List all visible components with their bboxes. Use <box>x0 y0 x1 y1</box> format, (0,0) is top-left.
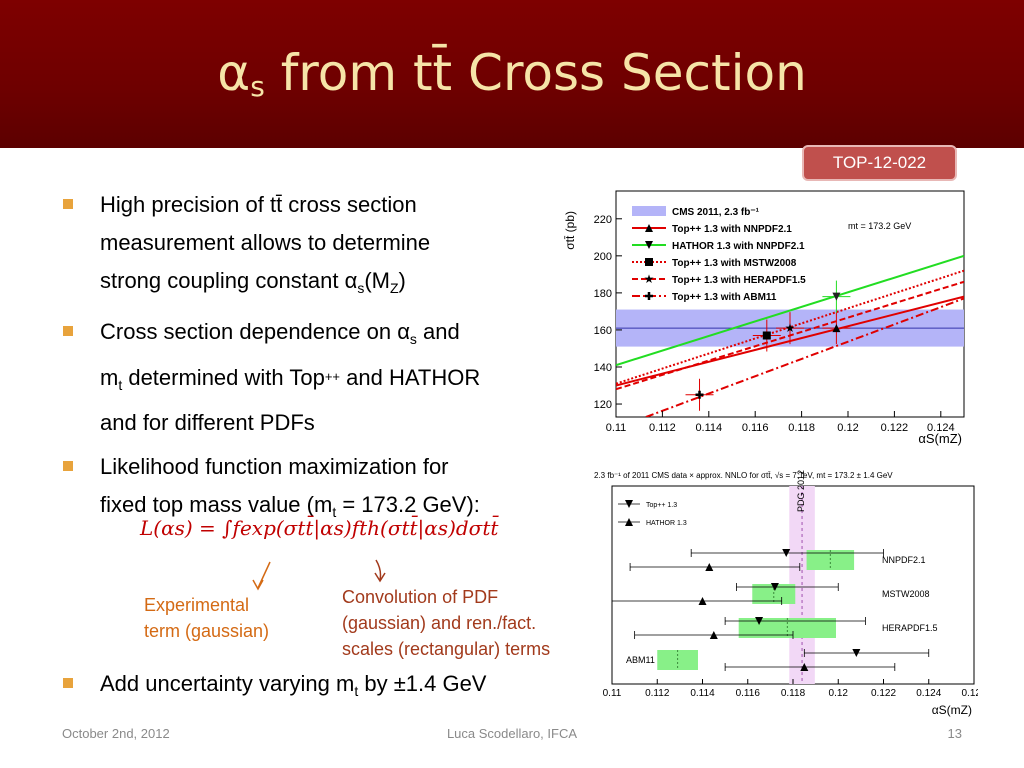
slide-title: αs from tt̄ Cross Section <box>0 38 1024 122</box>
footer-author: Luca Scodellaro, IFCA <box>446 726 578 741</box>
cross-section-chart: ★ 0.11 0.112 0.114 0.116 0.118 0.12 0.122 0.124… <box>563 190 965 446</box>
row-label: ABM11 <box>626 655 655 665</box>
reference-badge: TOP-12-022 <box>802 145 957 181</box>
data-point <box>705 563 714 571</box>
x-tick-label: 0.122 <box>881 422 909 434</box>
data-point <box>782 549 791 557</box>
title-text: from tt̄ Cross Section <box>264 44 807 102</box>
x-tick-label: 0.12 <box>829 688 849 699</box>
series-line <box>642 297 964 417</box>
data-point <box>800 663 809 671</box>
legend-entry: CMS 2011, 2.3 fb⁻¹ <box>672 207 760 218</box>
alpha-s-results-chart: 2.3 fb⁻¹ of 2011 CMS data × approx. NNLO… <box>594 470 978 717</box>
data-point <box>770 583 779 591</box>
convolution-note: Convolution of PDF (gaussian) and ren./f… <box>342 587 551 659</box>
bullet-square-icon <box>63 461 73 471</box>
data-point <box>832 324 841 333</box>
legend-entry: Top++ 1.3 with HERAPDF1.5 <box>672 275 806 286</box>
x-axis-label: αS(mZ) <box>918 431 962 446</box>
footer-page-number: 13 <box>947 726 962 741</box>
legend-marker: ★ <box>644 272 655 286</box>
x-tick-label: 0.116 <box>742 422 769 434</box>
data-point <box>698 597 707 605</box>
x-tick-label: 0.11 <box>606 422 627 434</box>
legend-entry: Top++ 1.3 with MSTW2008 <box>672 258 797 269</box>
y-axis-label: σtt̄ (pb) <box>563 211 577 250</box>
x-tick-label: 0.114 <box>690 688 715 699</box>
bullet-uncertainty: Add uncertainty varying mt by ±1.4 GeV <box>60 665 487 710</box>
pdg-label: PDG 2012 <box>796 470 806 512</box>
legend-marker <box>645 224 653 232</box>
bullet-square-icon <box>63 678 73 688</box>
arrow-experimental-icon <box>257 561 271 589</box>
x-tick-label: 0.11 <box>603 688 622 699</box>
x-tick-label: 0.124 <box>927 422 955 434</box>
x-tick-label: 0.124 <box>916 688 941 699</box>
x-tick-label: 0.116 <box>736 688 761 699</box>
x-tick-label: 0.126 <box>961 688 978 699</box>
row-label: HERAPDF1.5 <box>882 623 938 633</box>
bullet-square-icon <box>63 326 73 336</box>
experimental-note: Experimental term (gaussian) <box>144 595 270 641</box>
plot-frame <box>615 190 965 418</box>
legend-entry: Top++ 1.3 <box>646 502 677 509</box>
legend-entry: HATHOR 1.3 with NNPDF2.1 <box>672 241 805 252</box>
x-tick-label: 0.122 <box>871 688 896 699</box>
y-tick-label: 120 <box>594 399 612 411</box>
mass-annotation: mt = 173.2 GeV <box>848 221 911 231</box>
y-tick-label: 140 <box>594 362 612 374</box>
x-tick-label: 0.12 <box>837 422 858 434</box>
data-point <box>709 631 718 639</box>
title-bar: αs from tt̄ Cross Section <box>0 0 1024 148</box>
legend-marker <box>625 500 633 508</box>
bullet-likelihood: Likelihood function maximization for fix… <box>60 448 600 531</box>
bullet-list: High precision of tt̄ cross section meas… <box>60 186 600 531</box>
bullet-square-icon <box>63 199 73 209</box>
row-label: NNPDF2.1 <box>882 555 926 565</box>
bullet-precision: High precision of tt̄ cross section meas… <box>60 186 600 307</box>
x-tick-label: 0.112 <box>645 688 670 699</box>
data-point <box>832 292 841 301</box>
y-tick-label: 160 <box>594 325 612 337</box>
x-axis-label: αS(mZ) <box>932 703 972 717</box>
legend-marker <box>645 258 653 266</box>
y-tick-label: 200 <box>594 251 612 263</box>
legend-marker <box>625 518 633 526</box>
series-line <box>616 254 964 367</box>
legend-entry: HATHOR 1.3 <box>646 520 687 527</box>
title-alpha: α <box>217 44 251 102</box>
arrow-convolution-icon <box>375 559 382 581</box>
footer-date: October 2nd, 2012 <box>62 726 170 741</box>
x-tick-label: 0.114 <box>695 422 722 434</box>
row-label: MSTW2008 <box>882 589 930 599</box>
legend-marker <box>645 292 653 300</box>
legend-marker <box>645 241 653 249</box>
data-point <box>755 617 764 625</box>
series-line <box>616 269 964 385</box>
likelihood-formula: L(αs) = ∫fexp(σtt̄|αs)fth(σtt̄|αs)dσtt̄ <box>140 516 499 540</box>
y-tick-label: 180 <box>594 288 612 300</box>
y-tick-label: 220 <box>594 214 612 226</box>
data-point <box>852 649 861 657</box>
bullet-dependence: Cross section dependence on αs and mt de… <box>60 313 600 442</box>
data-point: ★ <box>785 321 796 335</box>
legend-entry: Top++ 1.3 with ABM11 <box>672 292 777 303</box>
data-point <box>762 331 771 340</box>
legend-swatch <box>632 206 666 216</box>
title-sub: s <box>250 70 265 103</box>
x-tick-label: 0.118 <box>788 422 815 434</box>
x-tick-label: 0.112 <box>649 422 676 434</box>
x-tick-label: 0.118 <box>781 688 806 699</box>
chart-header: 2.3 fb⁻¹ of 2011 CMS data × approx. NNLO… <box>594 471 893 480</box>
data-point <box>695 390 704 399</box>
legend-entry: Top++ 1.3 with NNPDF2.1 <box>672 224 792 235</box>
